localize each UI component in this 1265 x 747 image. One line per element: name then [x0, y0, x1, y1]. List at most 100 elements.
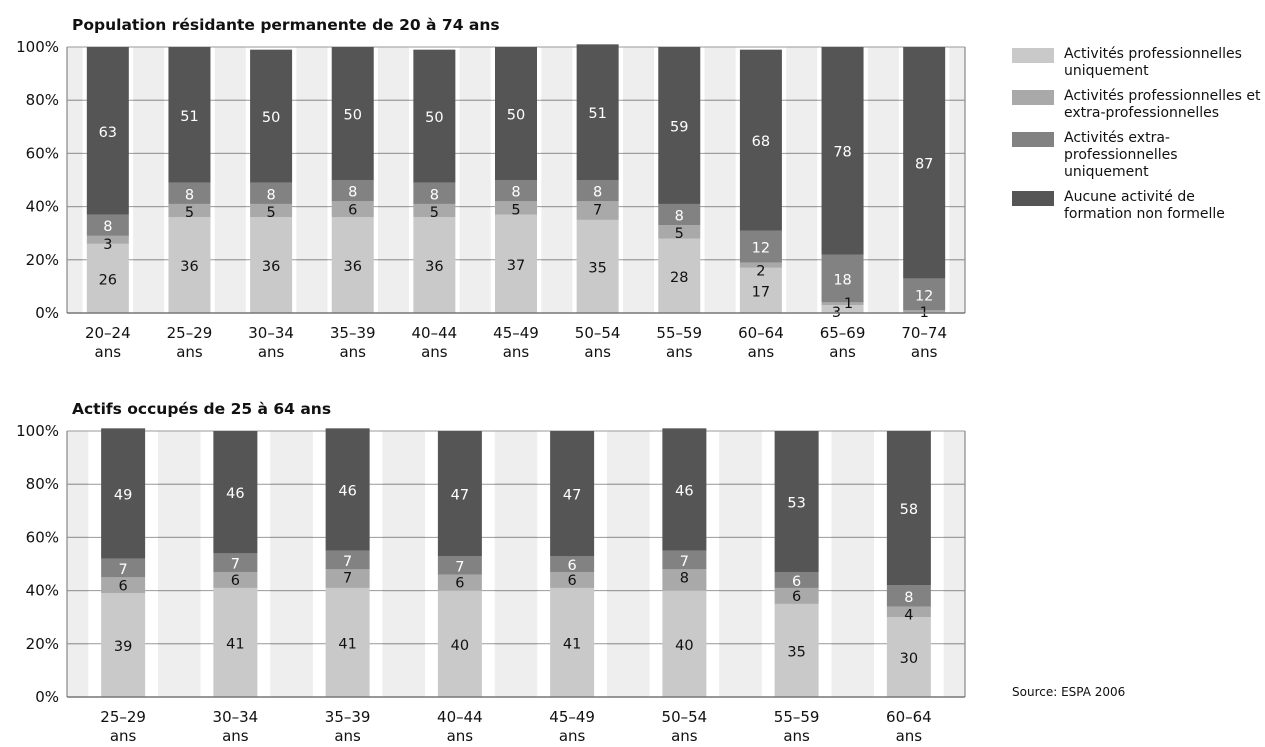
legend-item-professional-and-extra: Activités professionnelles et extra-prof… — [1012, 88, 1264, 122]
chart2-bar-extra-only — [437, 556, 482, 575]
legend-item-professional-only: Activités professionnelles uniquement — [1012, 46, 1264, 80]
chart1-x-tick-label-unit: ans — [339, 343, 366, 361]
chart2-bar-no-activity — [325, 428, 370, 551]
chart2-bar-prof-only — [774, 603, 819, 697]
chart2-y-tick-label: 80% — [26, 475, 59, 493]
chart2-data-label-extra-only: 6 — [792, 574, 801, 590]
chart1-bar-extra-only — [576, 180, 619, 202]
chart2-x-tick-label-unit: ans — [222, 727, 249, 745]
chart2-y-tick-label: 40% — [26, 582, 59, 600]
chart2-y-tick-label: 100% — [16, 422, 59, 440]
chart1-data-label-no-activity: 87 — [915, 157, 933, 173]
chart1-x-tick-label-unit: ans — [421, 343, 448, 361]
chart2-bar-no-activity — [101, 428, 146, 559]
chart1-bar-extra-only — [331, 180, 374, 202]
chart2-data-label-prof-only: 41 — [338, 636, 356, 652]
chart2-x-tick-label: 40–44 — [437, 708, 483, 726]
chart2-data-label-no-activity: 49 — [114, 488, 132, 504]
chart1-bar-prof-and-extra — [658, 225, 701, 239]
chart1-x-tick-label-unit: ans — [666, 343, 693, 361]
chart1-x-tick-label: 30–34 — [248, 324, 294, 342]
chart1-bar-prof-and-extra — [168, 203, 211, 218]
chart2-bar-extra-only — [774, 571, 819, 588]
chart1-data-label-prof-and-extra: 2 — [756, 263, 765, 279]
chart1-bar-no-activity — [739, 49, 782, 231]
chart1-bar-prof-only — [413, 217, 456, 313]
chart1-x-tick-label-unit: ans — [584, 343, 611, 361]
chart1-data-label-extra-only: 8 — [185, 187, 194, 203]
chart1-x-tick-label: 60–64 — [738, 324, 784, 342]
chart1-bar-extra-only — [495, 180, 537, 202]
chart1-x-tick-label: 20–24 — [85, 324, 131, 342]
chart1-y-tick-label: 20% — [26, 251, 59, 269]
chart2-data-label-prof-only: 39 — [114, 639, 132, 655]
chart1-x-tick-label-unit: ans — [95, 343, 122, 361]
chart2-x-tick-label-unit: ans — [447, 727, 474, 745]
chart2-bar-no-activity — [662, 428, 707, 551]
chart2-y-tick-label: 60% — [26, 528, 59, 546]
chart2-data-label-no-activity: 47 — [451, 488, 469, 504]
chart2-data-label-prof-and-extra: 6 — [792, 589, 801, 605]
chart2-bar-prof-and-extra — [886, 606, 931, 618]
chart2-bar-prof-and-extra — [774, 587, 819, 604]
chart1-bar-prof-only — [250, 217, 293, 313]
chart1-bar-prof-and-extra — [903, 310, 946, 313]
chart1-data-label-no-activity: 51 — [588, 106, 606, 122]
chart2-bar-no-activity — [437, 431, 482, 557]
chart2-data-label-extra-only: 7 — [343, 554, 352, 570]
chart1-bar-no-activity — [658, 47, 701, 204]
chart2-data-label-no-activity: 58 — [900, 502, 918, 518]
chart2-data-label-prof-and-extra: 8 — [680, 570, 689, 586]
chart2-data-label-no-activity: 46 — [675, 484, 693, 500]
chart1-bar-extra-only — [658, 203, 701, 226]
chart2-bar-prof-only — [662, 590, 707, 697]
chart1-x-tick-label: 45–49 — [493, 324, 539, 342]
chart2-data-label-no-activity: 53 — [787, 495, 805, 511]
chart1-y-tick-label: 100% — [16, 38, 59, 56]
chart2-x-tick-label-unit: ans — [559, 727, 586, 745]
chart1-data-label-prof-only: 36 — [425, 259, 443, 275]
chart1-x-tick-label: 50–54 — [575, 324, 621, 342]
chart2-bar-prof-only — [213, 587, 258, 697]
chart1-bar-extra-only — [413, 182, 456, 204]
chart2-y-tick-label: 20% — [26, 635, 59, 653]
chart1-data-label-prof-and-extra: 5 — [511, 202, 520, 218]
chart1-x-tick-label: 40–44 — [412, 324, 458, 342]
chart1-data-label-no-activity: 50 — [262, 110, 280, 126]
chart1-data-label-no-activity: 50 — [344, 108, 362, 124]
chart1-x-tick-label-unit: ans — [176, 343, 203, 361]
legend-label: Activités extra-professionnelles uniquem… — [1064, 130, 1178, 180]
chart1-data-label-prof-only: 36 — [262, 259, 280, 275]
chart1-bar-prof-and-extra — [86, 235, 129, 244]
chart1-bar-prof-only — [495, 214, 537, 313]
chart1-data-label-extra-only: 8 — [348, 185, 357, 201]
chart1-data-label-extra-only: 12 — [915, 288, 933, 304]
chart2-x-tick-label: 25–29 — [100, 708, 146, 726]
chart1-data-label-extra-only: 8 — [103, 219, 112, 235]
chart2-x-tick-label: 55–59 — [774, 708, 820, 726]
chart2-bar-prof-only — [886, 617, 931, 697]
chart2-bar-extra-only — [662, 550, 707, 570]
chart1-bar-extra-only — [168, 182, 211, 204]
chart1-data-label-prof-only: 35 — [588, 260, 606, 276]
chart1-x-tick-label: 65–69 — [820, 324, 866, 342]
chart1-bar-extra-only — [739, 230, 782, 263]
chart2-data-label-no-activity: 46 — [338, 484, 356, 500]
chart2-data-label-extra-only: 6 — [568, 558, 577, 574]
chart1-bar-no-activity — [576, 44, 619, 181]
chart1-x-tick-label: 70–74 — [901, 324, 947, 342]
chart-legend: Activités professionnelles uniquement Ac… — [1012, 46, 1264, 231]
chart1-x-tick-label-unit: ans — [911, 343, 938, 361]
chart1-data-label-no-activity: 50 — [507, 108, 525, 124]
chart1-data-label-prof-and-extra: 1 — [844, 296, 853, 312]
chart1-data-label-prof-only: 36 — [180, 259, 198, 275]
chart1-data-label-prof-and-extra: 5 — [430, 205, 439, 221]
chart1-data-label-extra-only: 8 — [593, 185, 602, 201]
legend-label: Activités professionnelles et extra-prof… — [1064, 88, 1261, 121]
chart1-bar-no-activity — [86, 47, 129, 215]
chart1-bar-prof-only — [86, 243, 129, 313]
chart2-x-tick-label-unit: ans — [671, 727, 698, 745]
chart2-data-label-prof-only: 40 — [675, 638, 693, 654]
chart2-x-tick-label: 30–34 — [213, 708, 259, 726]
